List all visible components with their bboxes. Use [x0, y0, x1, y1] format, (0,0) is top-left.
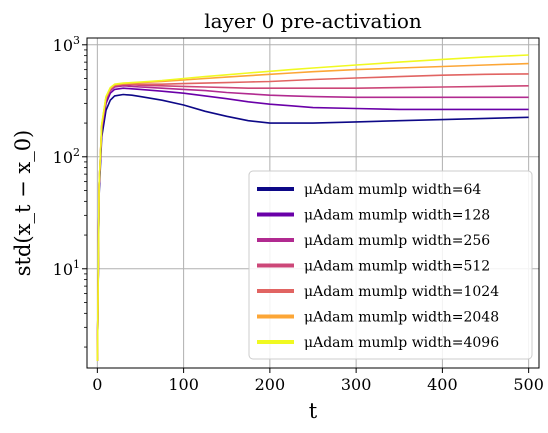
series-line-6: [96, 54, 529, 362]
legend-label: μAdam mumlp width=1024: [304, 284, 499, 300]
legend-label: μAdam mumlp width=4096: [304, 335, 499, 351]
x-tick-label: 200: [255, 375, 286, 394]
series-layer: [96, 54, 529, 362]
series-line-1: [96, 87, 529, 362]
plot-frame: [86, 37, 540, 369]
y-tick-label: 102: [53, 146, 80, 167]
x-tick-label: 100: [168, 375, 199, 394]
x-tick-label: 400: [427, 375, 458, 394]
x-tick-label: 0: [92, 375, 102, 394]
chart-title: layer 0 pre-activation: [204, 9, 422, 33]
legend-label: μAdam mumlp width=2048: [304, 310, 499, 326]
series-line-0: [96, 93, 529, 362]
legend-label: μAdam mumlp width=128: [304, 208, 490, 224]
legend-label: μAdam mumlp width=64: [304, 182, 481, 198]
legend-label: μAdam mumlp width=256: [304, 233, 490, 249]
legend: μAdam mumlp width=64 μAdam mumlp width=12…: [248, 170, 533, 360]
x-tick-label: 500: [513, 375, 544, 394]
y-tick-label: 101: [53, 258, 80, 279]
y-axis-label: std(x_t − x_0): [11, 130, 35, 276]
x-axis-label: t: [309, 399, 318, 423]
y-tick-label: 103: [53, 34, 80, 55]
x-tick-label: 300: [341, 375, 372, 394]
tick-layer: 0 100 200 300 400 500 101 102 103: [53, 34, 544, 394]
legend-label: μAdam mumlp width=512: [304, 259, 490, 275]
legend-box: [248, 170, 533, 360]
